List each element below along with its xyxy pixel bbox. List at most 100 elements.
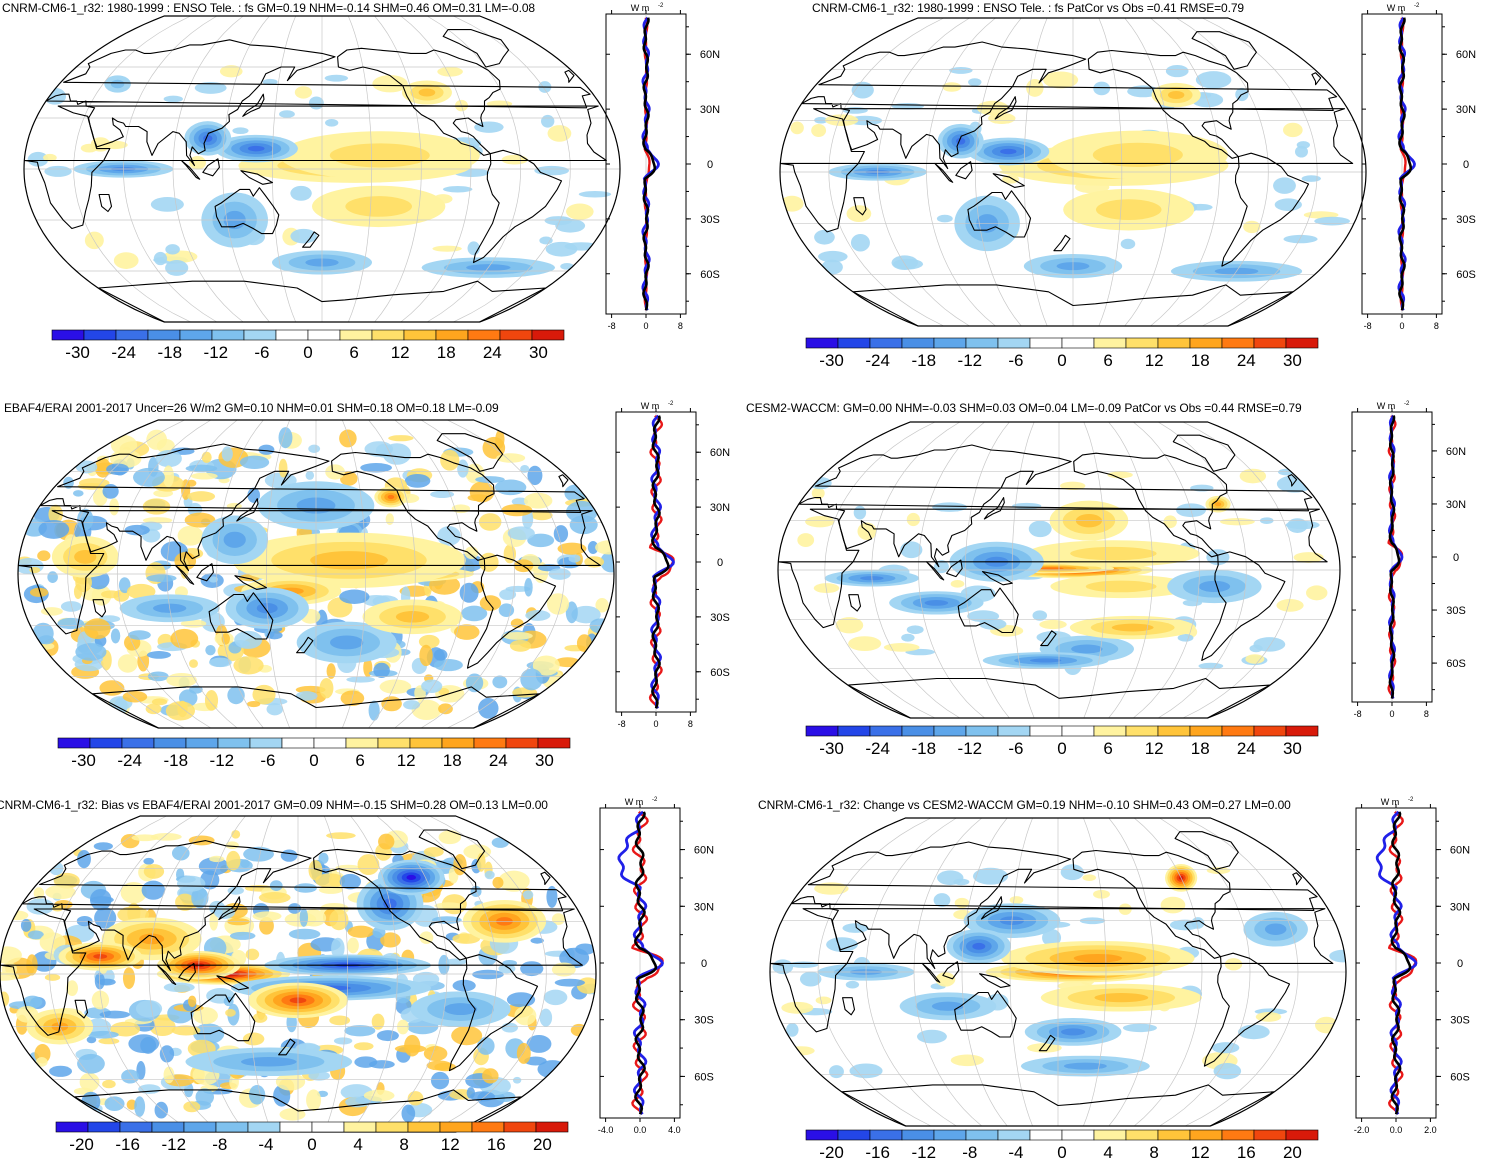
- colorbar-swatch: [153, 737, 187, 749]
- colorbar-tick-label: 0: [1057, 1143, 1066, 1162]
- colorbar-tick-label: 24: [489, 751, 508, 770]
- colorbar-swatch: [473, 737, 507, 749]
- colorbar-tick-label: -24: [865, 739, 890, 758]
- panel-6: CNRM-CM6-1_r32: Change vs CESM2-WACCM GM…: [740, 794, 1500, 1164]
- world-map: [777, 421, 1341, 719]
- colorbar-swatch: [1253, 725, 1287, 737]
- colorbar-swatch: [1061, 337, 1095, 349]
- colorbar-tick-label: 0: [303, 343, 312, 362]
- map-title: CNRM-CM6-1_r32: Change vs CESM2-WACCM GM…: [758, 798, 1291, 812]
- panel-2: CNRM-CM6-1_r32: 1980-1999 : ENSO Tele. :…: [760, 0, 1500, 388]
- lat-tick-label: 30N: [1446, 499, 1466, 511]
- profile-x-tick: 4.0: [668, 1125, 681, 1135]
- colorbar-tick-label: -6: [1008, 351, 1023, 370]
- colorbar-tick-label: 16: [487, 1135, 506, 1154]
- map-title: CNRM-CM6-1_r32: 1980-1999 : ENSO Tele. :…: [2, 1, 535, 15]
- lat-tick-label: 60S: [1456, 269, 1476, 281]
- colorbar-tick-label: 24: [1237, 739, 1256, 758]
- colorbar-swatch: [535, 1121, 569, 1133]
- colorbar-swatch: [211, 329, 245, 341]
- colorbar-tick-label: -16: [115, 1135, 140, 1154]
- colorbar-tick-label: -18: [157, 343, 182, 362]
- panel-3: EBAF4/ERAI 2001-2017 Uncer=26 W/m2 GM=0.…: [0, 398, 740, 784]
- world-map: [23, 15, 621, 323]
- colorbar-tick-label: 8: [399, 1135, 408, 1154]
- profile-x-tick: -8: [1354, 709, 1362, 719]
- world-map: [769, 817, 1347, 1127]
- lat-tick-label: 60S: [1446, 658, 1466, 670]
- colorbar-tick-label: -4: [1008, 1143, 1023, 1162]
- panel-5: CNRM-CM6-1_r32: Bias vs EBAF4/ERAI 2001-…: [0, 794, 740, 1164]
- colorbar-tick-label: -18: [163, 751, 188, 770]
- colorbar-swatch: [1093, 1129, 1127, 1141]
- zonal-mean-profile: W m -2 60N 30N 0 30S 60S -8 0 8: [1351, 401, 1466, 719]
- profile-x-tick: 8: [1424, 709, 1429, 719]
- lat-tick-label: 0: [701, 958, 707, 970]
- lat-tick-label: 60N: [710, 447, 730, 459]
- lat-tick-label: 30S: [710, 612, 730, 624]
- colorbar-swatch: [439, 1121, 473, 1133]
- colorbar-swatch: [997, 725, 1031, 737]
- colorbar-swatch: [1125, 725, 1159, 737]
- colorbar-tick-label: -12: [204, 343, 229, 362]
- colorbar-tick-label: -12: [958, 351, 983, 370]
- svg-text:-2: -2: [1414, 3, 1420, 9]
- colorbar-swatch: [869, 337, 903, 349]
- colorbar-tick-label: -30: [65, 343, 90, 362]
- colorbar-swatch: [901, 725, 935, 737]
- panel-1: CNRM-CM6-1_r32: 1980-1999 : ENSO Tele. :…: [0, 0, 740, 388]
- zonal-mean-profile: W m -2 60N 30N 0 30S 60S -8 0 8: [615, 401, 730, 729]
- colorbar-swatch: [179, 329, 213, 341]
- profile-x-tick: 8: [1434, 321, 1439, 331]
- lat-tick-label: 60N: [694, 845, 714, 857]
- colorbar-tick-label: -4: [258, 1135, 273, 1154]
- world-map: [0, 815, 597, 1133]
- profile-x-tick: 0.0: [634, 1125, 647, 1135]
- colorbar-tick-label: 24: [483, 343, 502, 362]
- colorbar-swatch: [869, 725, 903, 737]
- colorbar-tick-label: 12: [1145, 739, 1164, 758]
- colorbar-swatch: [933, 337, 967, 349]
- profile-x-tick: 0: [1389, 709, 1394, 719]
- colorbar-swatch: [965, 1129, 999, 1141]
- lat-tick-label: 30S: [700, 214, 720, 226]
- colorbar: -20 -16 -12 -8 -4 0 4 8 12 16 20: [805, 1129, 1319, 1162]
- svg-text:-2: -2: [1408, 797, 1414, 803]
- colorbar-swatch: [121, 737, 155, 749]
- colorbar-swatch: [933, 725, 967, 737]
- colorbar-swatch: [217, 737, 251, 749]
- colorbar-tick-label: 0: [1057, 351, 1066, 370]
- colorbar-swatch: [997, 337, 1031, 349]
- colorbar-swatch: [537, 737, 571, 749]
- colorbar-swatch: [531, 329, 565, 341]
- profile-x-tick: -4.0: [598, 1125, 614, 1135]
- colorbar-tick-label: -30: [819, 351, 844, 370]
- colorbar-swatch: [281, 737, 315, 749]
- colorbar-swatch: [339, 329, 373, 341]
- colorbar-swatch: [837, 725, 871, 737]
- colorbar-tick-label: -6: [260, 751, 275, 770]
- colorbar-tick-label: 16: [1237, 1143, 1256, 1162]
- colorbar-tick-label: 24: [1237, 351, 1256, 370]
- lat-tick-label: 30S: [1456, 214, 1476, 226]
- map-title: CNRM-CM6-1_r32: Bias vs EBAF4/ERAI 2001-…: [0, 798, 548, 812]
- colorbar-tick-label: -12: [161, 1135, 186, 1154]
- colorbar-swatch: [377, 737, 411, 749]
- colorbar-tick-label: 30: [535, 751, 554, 770]
- colorbar: -20 -16 -12 -8 -4 0 4 8 12 16 20: [55, 1121, 569, 1154]
- colorbar-swatch: [247, 1121, 281, 1133]
- colorbar-tick-label: -12: [958, 739, 983, 758]
- colorbar-swatch: [965, 725, 999, 737]
- colorbar-swatch: [1029, 725, 1063, 737]
- colorbar-swatch: [407, 1121, 441, 1133]
- lat-tick-label: 0: [1453, 552, 1459, 564]
- colorbar-tick-label: 12: [397, 751, 416, 770]
- colorbar-swatch: [311, 1121, 345, 1133]
- colorbar-tick-label: 30: [1283, 351, 1302, 370]
- profile-x-tick: 0: [643, 321, 648, 331]
- svg-text:-2: -2: [658, 3, 664, 9]
- colorbar-swatch: [901, 1129, 935, 1141]
- svg-text:W m: W m: [631, 3, 650, 13]
- colorbar-swatch: [965, 337, 999, 349]
- colorbar-tick-label: 30: [529, 343, 548, 362]
